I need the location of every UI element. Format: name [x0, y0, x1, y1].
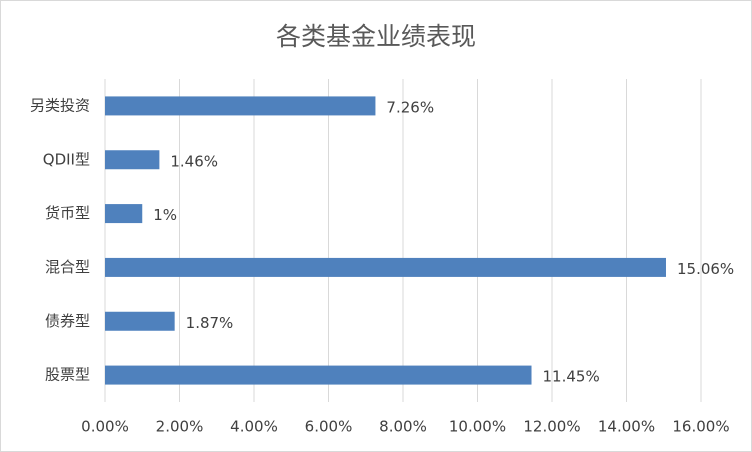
data-label: 11.45% — [543, 368, 600, 386]
bar — [105, 311, 175, 331]
data-label: 1.87% — [186, 314, 234, 332]
data-label: 1.46% — [170, 152, 218, 170]
bar — [105, 204, 143, 224]
y-tick-label: 混合型 — [45, 258, 90, 276]
chart-title: 各类基金业绩表现 — [276, 22, 476, 51]
y-tick-label: 另类投资 — [30, 96, 90, 114]
y-tick-label: 货币型 — [45, 204, 90, 222]
x-tick-label: 8.00% — [379, 418, 427, 436]
data-label: 15.06% — [677, 260, 734, 278]
x-tick-label: 10.00% — [449, 418, 506, 436]
x-tick-label: 16.00% — [672, 418, 729, 436]
y-tick-label: QDII型 — [43, 150, 90, 168]
x-tick-label: 4.00% — [230, 418, 278, 436]
bar — [105, 96, 376, 116]
x-tick-label: 12.00% — [523, 418, 580, 436]
data-label: 1% — [153, 206, 177, 224]
data-label: 7.26% — [386, 98, 434, 116]
y-tick-label: 股票型 — [45, 366, 90, 384]
x-tick-label: 0.00% — [81, 418, 129, 436]
bar — [105, 365, 532, 385]
x-tick-label: 2.00% — [156, 418, 204, 436]
x-tick-label: 6.00% — [305, 418, 353, 436]
y-tick-label: 债券型 — [45, 312, 90, 330]
bar — [105, 150, 160, 170]
bar — [105, 257, 666, 277]
x-tick-label: 14.00% — [598, 418, 655, 436]
